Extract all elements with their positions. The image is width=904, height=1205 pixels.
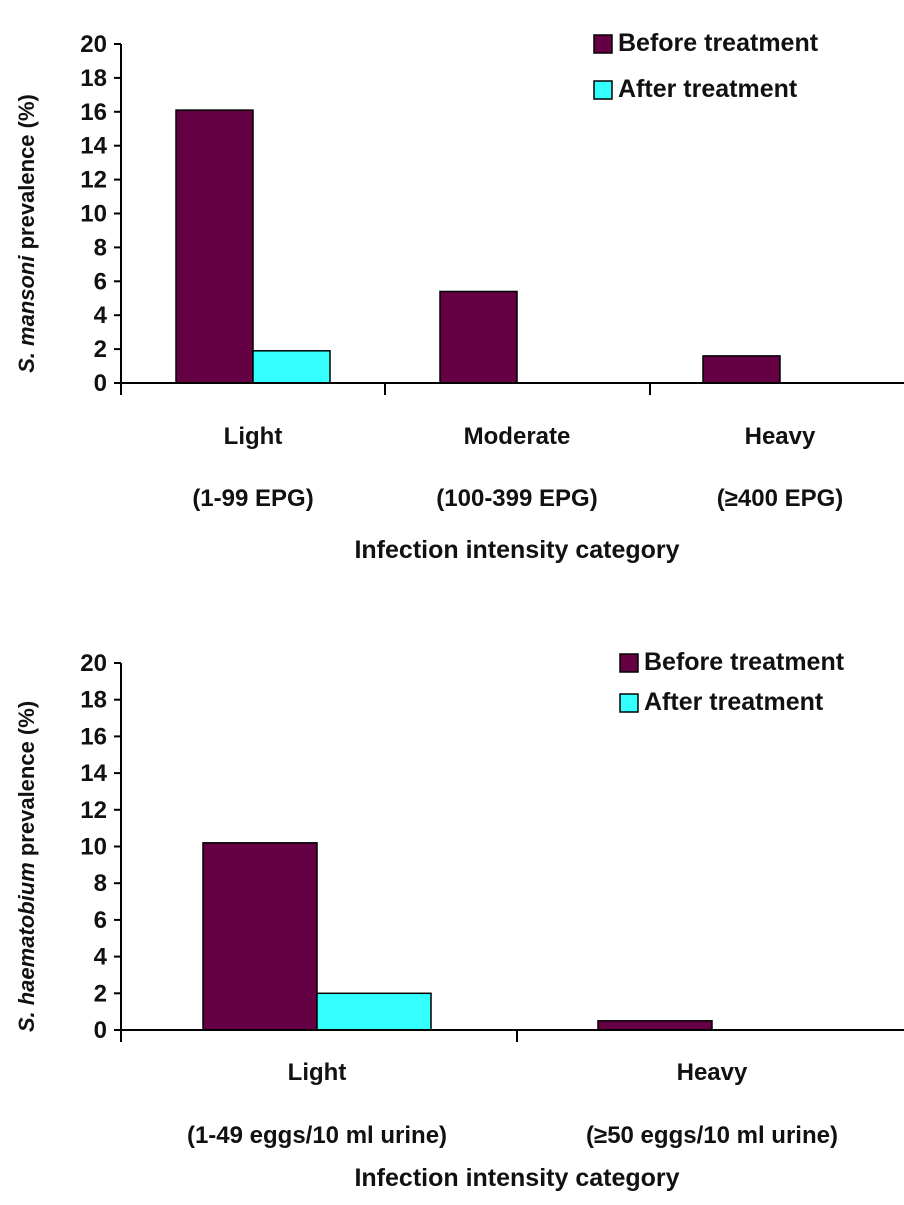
y-tick-label: 18 — [80, 65, 107, 92]
y-axis-title-rest: prevalence (%) — [14, 94, 39, 255]
y-axis-title-rest: prevalence (%) — [14, 701, 39, 862]
legend-label-before: Before treatment — [644, 648, 845, 676]
legend-label-after: After treatment — [618, 75, 798, 103]
y-tick-label: 0 — [94, 370, 107, 397]
legend-swatch-after — [619, 693, 639, 713]
x-tick-sublabel: (≥50 eggs/10 ml urine) — [586, 1122, 838, 1149]
y-tick-label: 2 — [94, 336, 107, 363]
chart-s-mansoni: 0 2 4 6 8 10 12 14 16 18 20 Light (1-99 EPG) Moderate… — [14, 29, 904, 564]
y-tick-label: 8 — [94, 870, 107, 897]
y-tick-label: 14 — [80, 133, 107, 160]
y-tick-label: 8 — [94, 234, 107, 261]
x-tick-label: Light — [288, 1059, 347, 1086]
x-axis-title: Infection intensity category — [354, 1164, 679, 1192]
legend-label-before: Before treatment — [618, 29, 819, 57]
x-axis-title: Infection intensity category — [354, 536, 679, 564]
x-tick-label: Heavy — [745, 423, 816, 450]
legend-label-after: After treatment — [644, 688, 824, 716]
y-axis-title-species: S. mansoni — [14, 255, 39, 373]
y-tick-label: 16 — [80, 99, 107, 126]
y-axis-title: S. haematobium prevalence (%) — [14, 701, 39, 1032]
bar-before-heavy — [702, 355, 781, 384]
chart-s-haematobium: 0 2 4 6 8 10 12 14 16 18 20 Light (1-49 eggs/10 ml u… — [14, 648, 904, 1192]
y-tick-label: 16 — [80, 723, 107, 750]
y-tick-label: 12 — [80, 167, 107, 194]
bar-after-light — [316, 992, 432, 1031]
y-tick-label: 6 — [94, 268, 107, 295]
bar-before-moderate — [439, 290, 518, 384]
x-tick-sublabel: (100-399 EPG) — [436, 485, 597, 512]
y-tick-label: 18 — [80, 687, 107, 714]
x-tick-label: Moderate — [464, 423, 571, 450]
y-tick-label: 20 — [80, 31, 107, 58]
legend-swatch-after — [593, 80, 613, 100]
y-tick-label: 2 — [94, 980, 107, 1007]
x-tick-sublabel: (1-99 EPG) — [192, 485, 313, 512]
y-tick-label: 6 — [94, 907, 107, 934]
legend-swatch-before — [593, 34, 613, 54]
bar-before-light — [175, 109, 254, 384]
bar-after-light — [252, 350, 331, 384]
bar-before-heavy — [597, 1020, 713, 1031]
y-axis-title: S. mansoni prevalence (%) — [14, 94, 39, 373]
y-axis-title-species: S. haematobium — [14, 862, 39, 1032]
y-tick-label: 10 — [80, 834, 107, 861]
x-tick-label: Light — [224, 423, 283, 450]
y-tick-label: 0 — [94, 1017, 107, 1044]
y-tick-label: 14 — [80, 760, 107, 787]
x-tick-sublabel: (≥400 EPG) — [717, 485, 844, 512]
legend-swatch-before — [619, 653, 639, 673]
x-tick-sublabel: (1-49 eggs/10 ml urine) — [187, 1122, 447, 1149]
y-tick-label: 4 — [94, 302, 108, 329]
x-tick-label: Heavy — [677, 1059, 748, 1086]
bar-before-light — [202, 842, 318, 1031]
y-tick-label: 4 — [94, 944, 108, 971]
y-tick-label: 20 — [80, 650, 107, 677]
y-tick-label: 12 — [80, 797, 107, 824]
y-tick-label: 10 — [80, 201, 107, 228]
